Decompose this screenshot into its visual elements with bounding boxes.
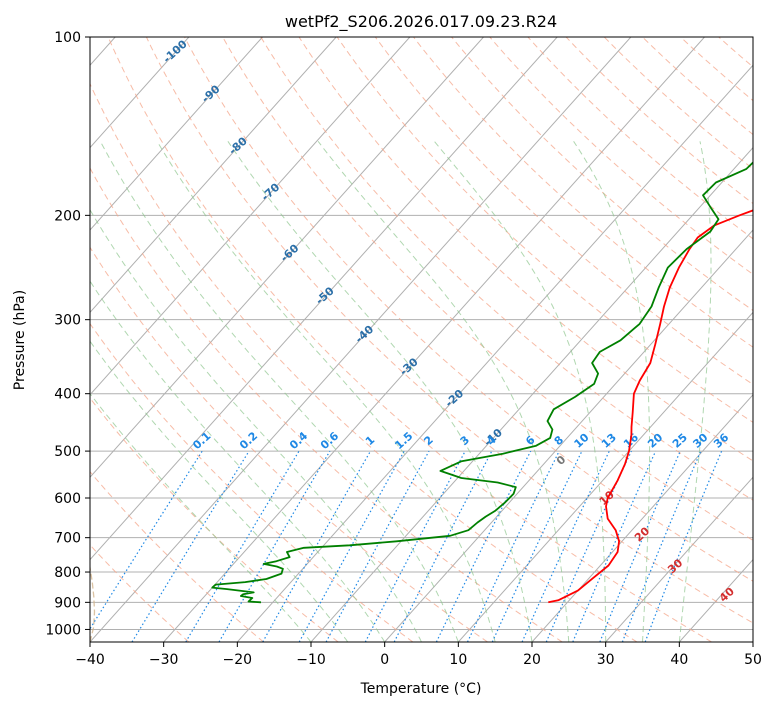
dry-adiabat [527,37,753,240]
y-tick-label: 800 [54,565,81,581]
x-tick-label: 30 [597,652,615,668]
y-tick-label: 600 [54,491,81,507]
y-tick-label: 700 [54,531,81,547]
moist-adiabat [317,140,570,642]
y-tick-label: 900 [54,595,81,611]
isotherm-gridline [90,37,632,642]
moist-adiabat [678,141,712,642]
moist-adiabat [90,392,312,642]
mixing-ratio-line [599,450,681,642]
mixing-ratio-line [572,450,657,642]
dry-adiabat [90,246,488,642]
x-tick-label: −30 [149,652,179,668]
mixing-ratio-line [621,450,702,642]
dry-adiabat [145,37,753,624]
dry-adiabat [90,167,563,642]
chart-title: wetPf2_S206.2026.017.09.23.R24 [285,12,557,32]
x-tick-label: 40 [670,652,688,668]
y-tick-label: 300 [54,313,81,329]
isotherm-gridline [90,37,484,478]
mixing-ratio-line [262,450,372,642]
x-axis-label: Temperature (°C) [360,681,482,697]
isotherm-gridline [457,311,753,642]
dry-adiabat [184,37,753,582]
isotherm-gridline [90,37,411,396]
x-tick-label: 0 [380,652,389,668]
moist-adiabat [227,141,533,642]
moist-adiabat [90,208,422,642]
mixing-ratio-line [545,450,632,642]
dry-adiabat [260,37,753,501]
dry-adiabat [90,82,638,642]
x-tick-label: −20 [223,652,253,668]
isotherm-gridline [163,37,705,642]
moist-adiabat [433,140,607,642]
mixing-ratio-line [435,450,532,642]
mixing-ratio-line [131,450,250,642]
axes-ticks: −40 −30 −20 −10 0 10 20 30 40 50 100 200 300 400 500 60… [45,30,762,668]
temperature-profile [548,209,753,604]
dewpoint-profile [211,161,753,604]
dry-adiabat [336,37,753,423]
x-tick-label: 20 [523,652,541,668]
dry-adiabat [413,37,753,348]
y-tick-label: 500 [54,444,81,460]
dry-adiabat [90,322,414,642]
background-lines [90,37,753,642]
dry-adiabat [107,37,712,642]
x-tick-label: 10 [449,652,467,668]
y-tick-label: 100 [54,30,81,46]
y-axis-label: Pressure (hPa) [12,290,28,390]
isotherm-gridline [90,37,558,561]
dry-adiabat [374,37,753,386]
isotherm-gridline [90,37,337,314]
isotherm-gridline [605,476,753,642]
profile-lines [211,161,753,604]
isotherm-gridline [236,64,753,642]
dry-adiabat [489,37,753,275]
dry-adiabat [451,37,753,312]
moist-adiabat [90,340,349,642]
plot-frame [89,36,754,643]
dry-adiabat [222,37,753,541]
mixing-ratio-line [90,450,203,630]
y-tick-label: 400 [54,387,81,403]
x-tick-label: −40 [75,652,105,668]
y-tick-label: 200 [54,208,81,224]
mixing-ratio-line [298,450,405,642]
isotherm-gridline [384,229,753,642]
mixing-ratio-line [325,450,430,642]
isotherm-gridline [90,37,190,149]
moist-adiabat [90,280,386,642]
moist-adiabat [99,141,459,642]
isotherm-gridline [531,394,753,642]
moist-adiabat [156,141,496,642]
isotherm-gridline [90,37,263,231]
mixing-ratio-line [644,450,723,642]
x-tick-label: −10 [296,652,326,668]
y-tick-label: 1000 [45,622,81,638]
x-tick-label: 50 [744,652,762,668]
